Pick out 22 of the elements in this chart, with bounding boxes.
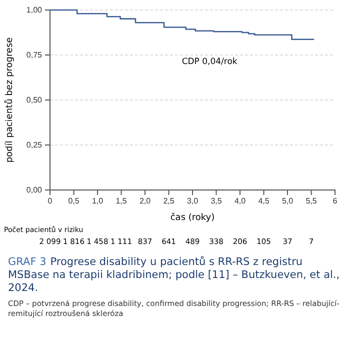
x-tick-label: 4,5 xyxy=(258,196,270,206)
y-tick-label: 1,00 xyxy=(26,6,43,15)
text: GRAF 3 Progrese disability u pacientů s RR-RS z registru MSBase na terapii kladribinem; podle [11] – Butzkueven, et al., 2024. xyxy=(8,256,340,294)
x-tick-label: 6 xyxy=(332,196,338,206)
x-tick-label: 0,5 xyxy=(68,196,80,206)
x-tick-label: 1,0 xyxy=(92,196,104,206)
y-axis-title: podíl pacientů bez progrese xyxy=(4,36,15,163)
x-tick-label: 5,5 xyxy=(306,196,318,206)
x-tick-label: 5,0 xyxy=(282,196,294,206)
x-tick-label: 2,5 xyxy=(163,196,175,206)
y-tick-label: 0,50 xyxy=(26,96,43,105)
x-tick-label: 0 xyxy=(48,196,53,206)
x-tick-label: 3,0 xyxy=(186,196,199,206)
x-tick-label: 3,5 xyxy=(210,196,222,206)
y-tick-label: 0,00 xyxy=(26,186,43,195)
x-tick-label: 1,5 xyxy=(116,196,128,206)
annotation: CDP 0,04/rok xyxy=(182,57,238,67)
x-tick-label: 4,0 xyxy=(234,196,246,206)
y-tick-label: 0,25 xyxy=(26,140,43,150)
x-tick-label: 2,0 xyxy=(139,196,152,206)
x-axis-title: čas (roky) xyxy=(170,212,215,223)
y-tick-label: 0,75 xyxy=(26,50,43,60)
